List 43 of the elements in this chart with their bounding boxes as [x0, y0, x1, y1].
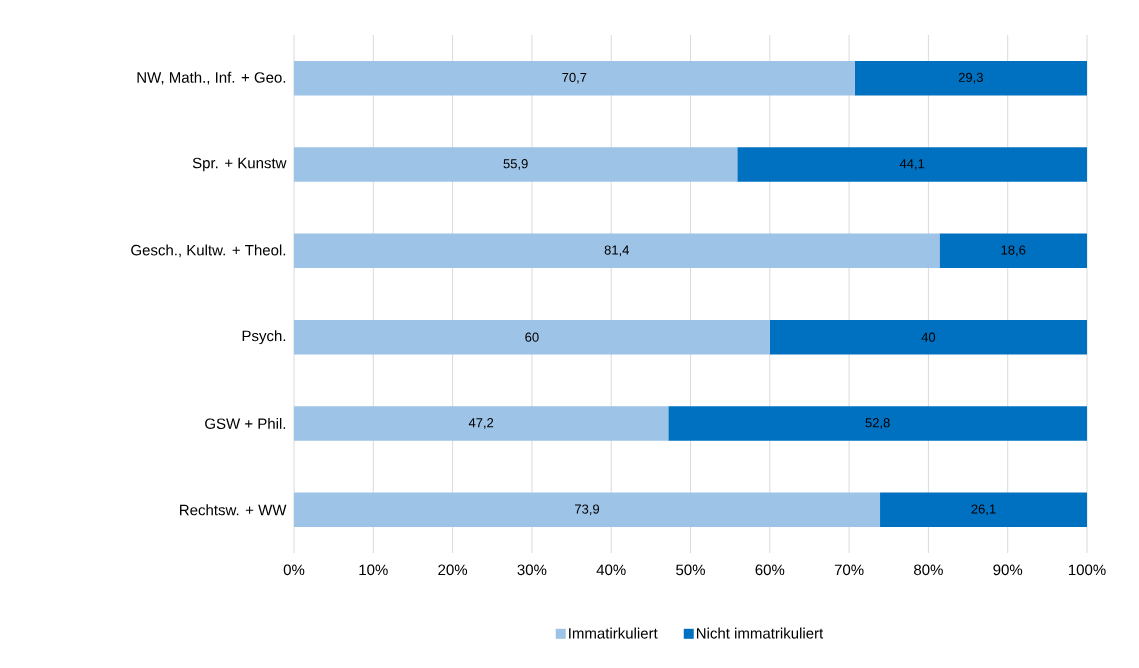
data-label: 18,6	[1001, 245, 1026, 257]
legend-label: Immatirkuliert	[569, 627, 658, 639]
x-tick-label: 40%	[596, 564, 626, 576]
x-tick-label: 0%	[283, 564, 305, 576]
y-tick-label: Psych.	[242, 330, 286, 345]
data-label: 52,8	[865, 418, 890, 429]
bar	[854, 60, 1087, 96]
bar	[737, 147, 1087, 182]
x-tick-label: 70%	[834, 564, 864, 576]
data-label: 47,2	[468, 418, 494, 429]
legend-label: Nicht immatrikuliert	[696, 627, 824, 639]
data-label: 60	[525, 332, 539, 342]
bar	[294, 406, 669, 441]
x-tick-label: 20%	[438, 564, 468, 576]
bar	[294, 233, 940, 269]
data-label: 81,4	[604, 245, 630, 257]
bar	[668, 406, 1087, 441]
data-label: 29,3	[958, 72, 983, 84]
y-tick-label: Gesch., Kultw. + Theol.	[131, 244, 286, 258]
x-tick-label: 50%	[676, 564, 705, 576]
y-tick-label: NW, Math., Inf. + Geo.	[137, 71, 286, 85]
data-label: 26,1	[971, 504, 996, 516]
x-tick-label: 100%	[1068, 564, 1106, 576]
bar	[294, 492, 881, 528]
bar	[939, 233, 1087, 269]
data-label: 44,1	[899, 159, 925, 170]
y-tick-label: Rechtsw. + WW	[180, 504, 287, 516]
bar	[880, 492, 1087, 528]
bar	[294, 60, 855, 96]
y-tick-label: GSW + Phil.	[205, 417, 286, 429]
data-label: 40	[921, 332, 936, 342]
data-label: 70,7	[562, 72, 587, 84]
x-tick-label: 30%	[517, 564, 547, 576]
data-label: 55,9	[503, 159, 528, 170]
x-tick-label: 10%	[359, 564, 388, 576]
x-tick-label: 80%	[914, 564, 943, 576]
y-tick-label: Spr. + Kunstw	[192, 157, 287, 172]
x-tick-label: 90%	[993, 564, 1023, 576]
bar	[294, 319, 770, 355]
bar	[294, 147, 738, 182]
data-label: 73,9	[575, 504, 600, 516]
x-tick-label: 60%	[755, 564, 785, 576]
bar	[769, 319, 1087, 355]
